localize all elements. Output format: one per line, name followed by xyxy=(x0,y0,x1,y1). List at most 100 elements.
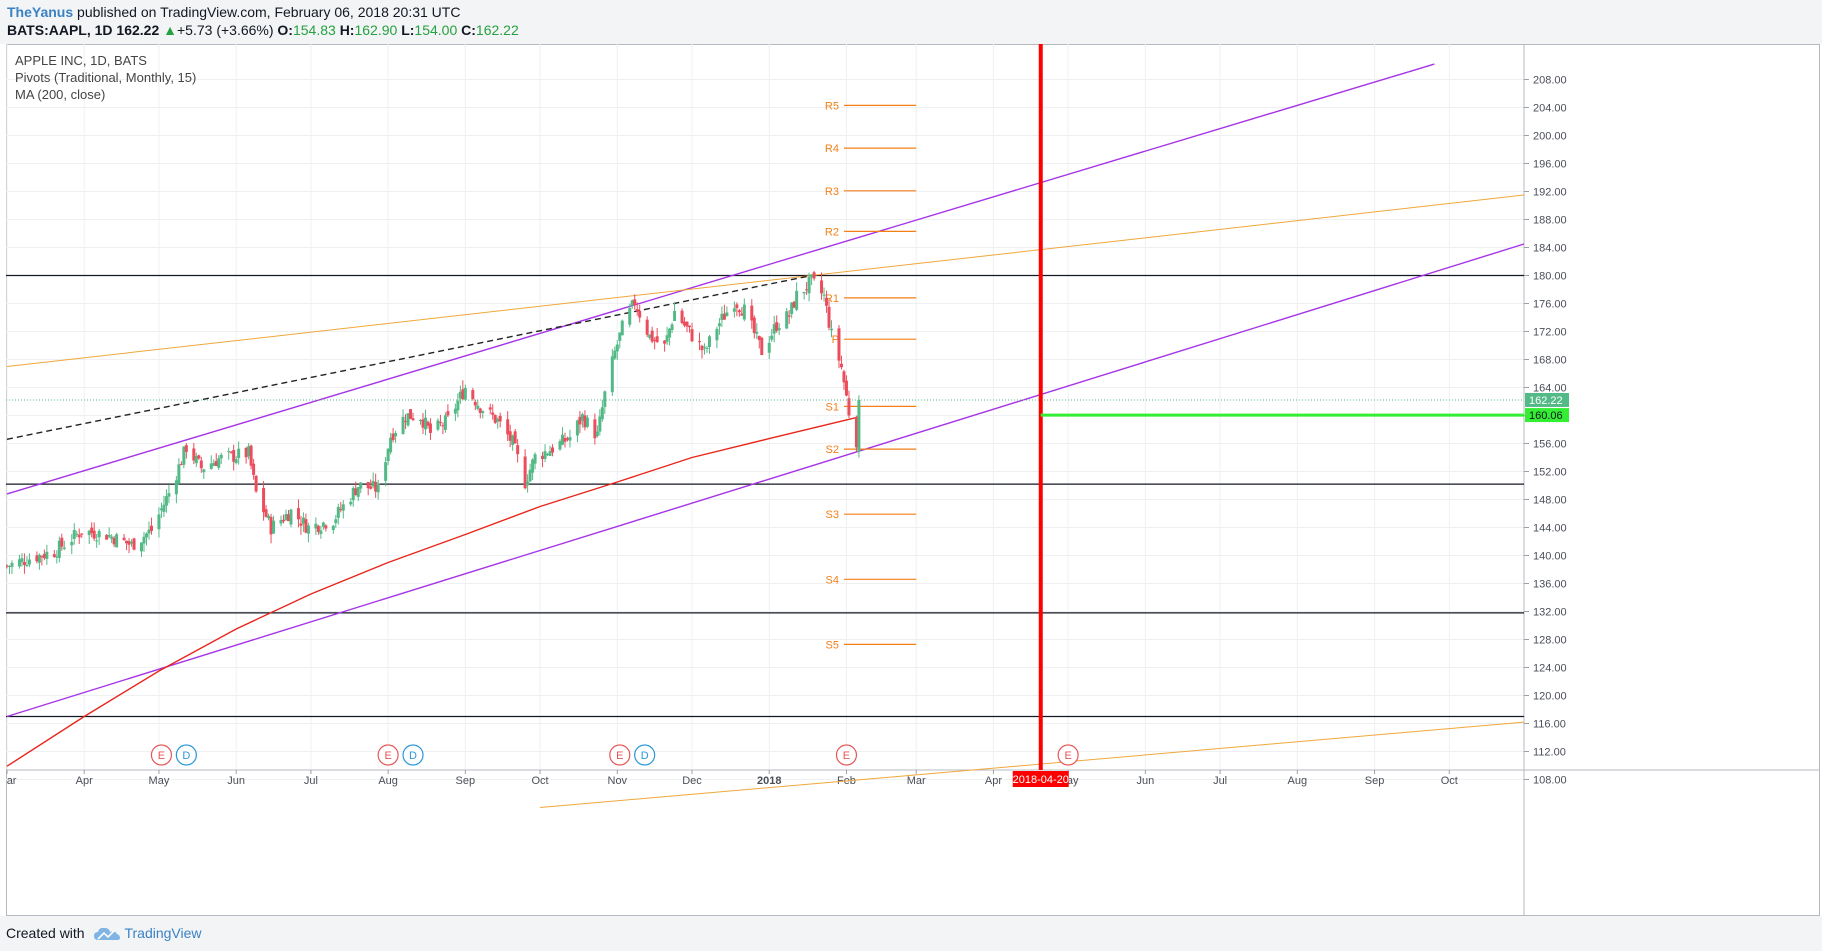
candle-body xyxy=(40,556,44,558)
candle-body xyxy=(635,309,639,312)
pivot-label: R2 xyxy=(825,226,839,238)
candle-body xyxy=(299,523,303,526)
candle-body xyxy=(446,411,450,416)
candle-body xyxy=(690,329,694,342)
legend-symbol[interactable]: APPLE INC, 1D, BATS xyxy=(15,53,147,68)
candle-body xyxy=(254,475,258,492)
candle-body xyxy=(411,418,415,421)
candle-body xyxy=(212,462,216,466)
candle-body xyxy=(20,558,24,563)
pivot-label: S5 xyxy=(825,639,838,651)
candle-body xyxy=(304,519,308,533)
candle-body xyxy=(97,530,101,538)
time-tick-label: Oct xyxy=(532,775,549,787)
candle-body xyxy=(802,291,806,294)
candle-body xyxy=(157,514,161,530)
candle-body xyxy=(655,336,659,342)
candle-body xyxy=(339,509,343,511)
time-tick-label: Jul xyxy=(1213,775,1227,787)
candle-body xyxy=(164,496,168,506)
candle-body xyxy=(60,537,64,547)
candle-body xyxy=(705,347,709,350)
candle-body xyxy=(419,419,423,421)
candle-body xyxy=(673,310,677,321)
candle-body xyxy=(316,525,320,532)
candle-body xyxy=(837,328,841,361)
candle-body xyxy=(742,304,746,320)
price-tick-label: 116.00 xyxy=(1533,719,1566,731)
candle-body xyxy=(792,301,796,308)
candle-body xyxy=(839,363,843,368)
time-tick-label: Sep xyxy=(1365,775,1385,787)
price-tick-label: 128.00 xyxy=(1533,635,1567,647)
candle-body xyxy=(284,514,288,521)
author-link[interactable]: TheYanus xyxy=(7,4,74,20)
candle-body xyxy=(812,272,816,279)
time-tick-label: Apr xyxy=(985,775,1002,787)
candle-body xyxy=(438,422,442,424)
candle-body xyxy=(613,350,617,359)
candle-body xyxy=(237,448,241,459)
legend-pivots[interactable]: Pivots (Traditional, Monthly, 15) xyxy=(15,70,197,85)
candle-body xyxy=(147,529,151,534)
price-tick-label: 200.00 xyxy=(1533,131,1567,143)
vertical-marker-tag xyxy=(1012,771,1069,787)
price-tick-label: 120.00 xyxy=(1533,691,1567,703)
candle-body xyxy=(740,313,744,316)
ohlc-line: BATS:AAPL, 1D 162.22 ▲+5.73 (+3.66%) O:1… xyxy=(7,22,519,38)
candle-body xyxy=(25,564,29,566)
candle-body xyxy=(70,541,74,546)
candle-body xyxy=(633,299,637,306)
candle-body xyxy=(578,416,582,425)
candle-body xyxy=(491,412,495,415)
candle-body xyxy=(618,332,622,341)
trendline-orange-upper xyxy=(6,194,1525,367)
candle-body xyxy=(456,400,460,411)
candle-body xyxy=(750,305,754,321)
candle-body xyxy=(715,328,719,341)
candle-body xyxy=(272,520,276,534)
legend-ma[interactable]: MA (200, close) xyxy=(15,87,106,102)
candle-body xyxy=(506,419,510,435)
time-tick-label: Jun xyxy=(227,775,245,787)
candle-body xyxy=(80,533,84,535)
candle-body xyxy=(384,462,388,481)
event-marker-letter: E xyxy=(1064,750,1071,762)
tradingview-link[interactable]: TradingView xyxy=(124,925,202,941)
price-tick-label: 144.00 xyxy=(1533,523,1567,535)
trendline-channel-upper xyxy=(6,63,1435,495)
candle-body xyxy=(10,562,14,567)
candle-body xyxy=(232,450,236,462)
candle-body xyxy=(543,451,547,459)
candle-body xyxy=(62,547,66,549)
candle-body xyxy=(511,435,515,445)
candle-body xyxy=(735,304,739,308)
pivot-label: S4 xyxy=(825,574,838,586)
candle-body xyxy=(90,527,94,534)
candle-body xyxy=(810,274,814,278)
candle-body xyxy=(331,525,335,530)
candle-body xyxy=(481,411,485,413)
candle-body xyxy=(264,509,268,517)
candle-body xyxy=(752,317,756,334)
candle-body xyxy=(354,488,358,496)
candle-body xyxy=(122,537,126,540)
price-chart[interactable]: 108.00 112.00 116.00 120.00 124.00 128.00 132.… xyxy=(6,44,1820,916)
candle-body xyxy=(717,323,721,327)
candle-body xyxy=(341,504,345,511)
trendline-orange-lower xyxy=(540,721,1525,808)
time-tick-label: Mar xyxy=(907,775,926,787)
candle-body xyxy=(149,525,153,531)
time-tick-label: Dec xyxy=(682,775,702,787)
candle-body xyxy=(334,519,338,524)
candle-body xyxy=(35,555,39,562)
earnings-e-icon xyxy=(1057,744,1079,766)
candle-body xyxy=(441,425,445,427)
candle-body xyxy=(404,420,408,422)
candle-body xyxy=(125,540,129,544)
candle-body xyxy=(707,336,711,348)
pivot-label: R1 xyxy=(825,293,839,305)
candle-body xyxy=(95,540,99,542)
last-price-tag-text: 162.22 xyxy=(1529,395,1563,407)
candle-body xyxy=(822,294,826,296)
